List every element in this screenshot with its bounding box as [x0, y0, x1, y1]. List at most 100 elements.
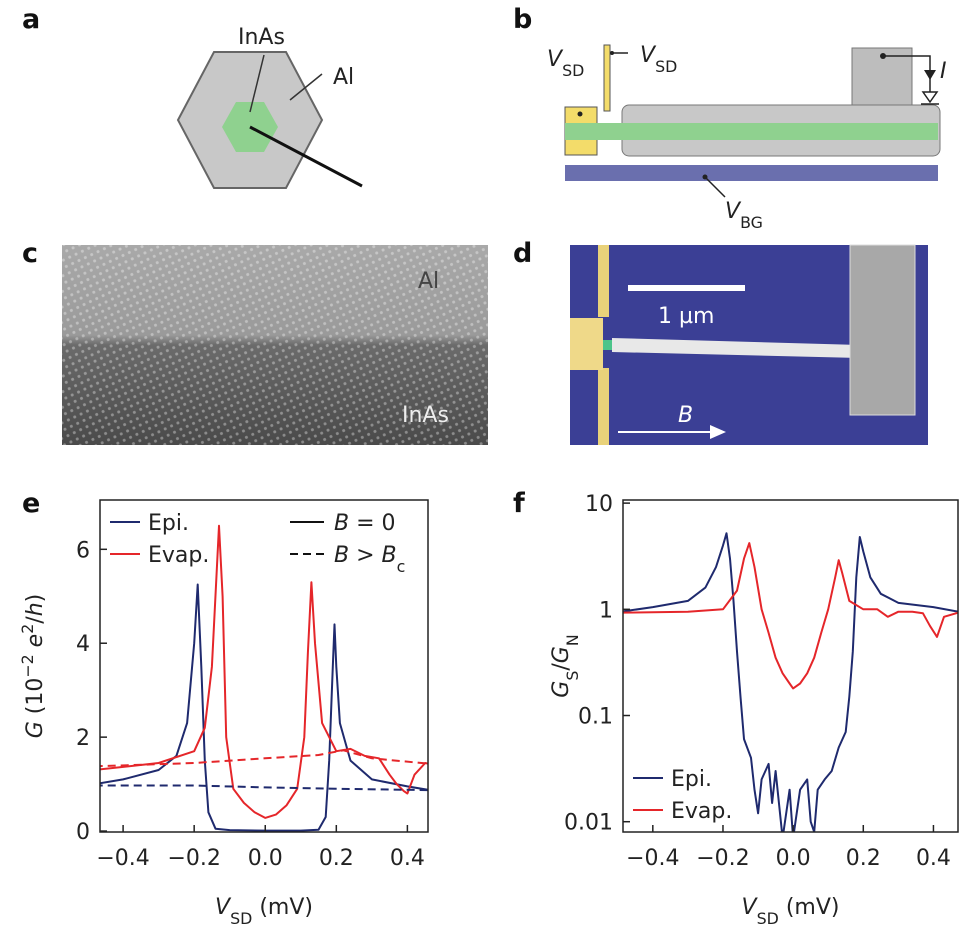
axes-frame — [99, 499, 429, 833]
text-part: c — [397, 557, 406, 576]
scale-bar — [628, 285, 745, 291]
x-tick-label: 0.0 — [248, 846, 283, 871]
arrow — [924, 70, 936, 80]
x-axis-label: VSD (mV) — [742, 895, 840, 928]
text-part: SD — [655, 57, 677, 76]
x-tick-label: 0.4 — [390, 846, 425, 871]
text-part: V — [742, 895, 759, 920]
ground — [921, 91, 939, 104]
text-part: V — [640, 43, 657, 68]
text-part: G — [23, 721, 48, 738]
legend-label: Epi. — [671, 767, 712, 792]
text-part: G — [549, 681, 574, 698]
plot-area — [623, 532, 958, 832]
x-axis-label: VSD (mV) — [215, 895, 313, 928]
text-part: V — [547, 47, 564, 72]
panel-label: b — [513, 4, 532, 35]
wire — [704, 176, 726, 198]
text-part: / — [23, 616, 48, 624]
x-tick-label: 0.2 — [319, 846, 354, 871]
panel-c: c Al InAs — [22, 238, 488, 445]
text-part: = 0 — [349, 511, 395, 536]
y-axis-label: G (10−2 e2/h) — [18, 594, 49, 739]
y-tick-label: 2 — [76, 726, 90, 751]
nanowire — [612, 338, 860, 358]
x-tick-label: −0.2 — [696, 846, 749, 871]
text-part: (mV) — [779, 895, 840, 920]
text-part: 2 — [18, 624, 37, 634]
panel-label: d — [513, 238, 532, 269]
scale-label: 1 µm — [658, 304, 714, 329]
text-part: (mV) — [252, 895, 313, 920]
gate — [598, 245, 609, 317]
current-label: I — [940, 59, 947, 84]
plot-area — [100, 524, 428, 832]
y-tick-label: 10 — [585, 492, 613, 517]
lattice — [62, 245, 488, 445]
text-part: (10 — [23, 678, 48, 722]
y-tick-label: 0.1 — [578, 705, 613, 730]
x-tick-label: 0.2 — [846, 846, 881, 871]
axes-frame — [622, 499, 959, 833]
text-part: S — [563, 671, 582, 681]
wire-axis — [249, 125, 363, 188]
gate — [603, 44, 611, 112]
text-part: −2 — [18, 654, 37, 677]
series-line — [623, 542, 958, 690]
text-part: / — [549, 663, 574, 671]
legend-style-label: B > Bc — [334, 543, 405, 576]
text-part: V — [215, 895, 232, 920]
text-part — [23, 647, 48, 654]
y-tick-label: 4 — [76, 632, 90, 657]
pointer — [249, 54, 265, 113]
shell-label: Al — [333, 65, 354, 90]
layer-label: Al — [418, 269, 439, 294]
text-part: ) — [23, 594, 48, 603]
text-part: G — [549, 646, 574, 663]
vsd-label: VSD — [547, 47, 584, 80]
series-line — [623, 532, 958, 832]
panel-b: b VSD VSD I VBG — [513, 4, 947, 232]
series-line — [100, 784, 428, 792]
y-axis-label: GS/GN — [549, 634, 582, 697]
text-part: SD — [757, 909, 779, 928]
legend-label: Evap. — [671, 799, 732, 824]
panel-label: e — [22, 488, 40, 519]
text-part: N — [563, 634, 582, 646]
text-part: B — [334, 543, 349, 568]
gate — [598, 368, 609, 445]
nanowire — [565, 123, 938, 140]
x-tick-label: 0.4 — [916, 846, 951, 871]
x-tick-label: 0.0 — [776, 846, 811, 871]
legend-label: Epi. — [148, 511, 189, 536]
vbg-label: VBG — [725, 199, 763, 232]
text-part: B — [678, 403, 693, 428]
contact — [849, 244, 916, 416]
text-part: e — [23, 634, 48, 648]
text-part: V — [725, 199, 742, 224]
x-tick-label: −0.2 — [167, 846, 220, 871]
x-tick-label: −0.4 — [626, 846, 679, 871]
series-line — [100, 524, 428, 819]
text-part: h — [23, 602, 48, 616]
node — [577, 111, 583, 117]
series-line — [100, 583, 428, 832]
layer-label: InAs — [402, 403, 449, 428]
text-part: > — [349, 543, 381, 568]
panel-d: d 1 µm B — [513, 238, 928, 445]
y-tick-label: 0.01 — [564, 811, 613, 836]
panel-label: a — [22, 4, 40, 35]
text-part: I — [940, 59, 947, 84]
pointer — [289, 73, 323, 101]
legend-label: Evap. — [148, 543, 209, 568]
y-tick-label: 0 — [76, 820, 90, 845]
text-part: SD — [562, 61, 584, 80]
panel-a: a InAs Al — [22, 4, 363, 189]
field-arrow-head — [710, 425, 726, 439]
text-part: BG — [740, 213, 763, 232]
text-part: B — [334, 511, 349, 536]
core-label: InAs — [238, 25, 285, 50]
x-tick-label: −0.4 — [96, 846, 149, 871]
junction — [603, 340, 612, 350]
